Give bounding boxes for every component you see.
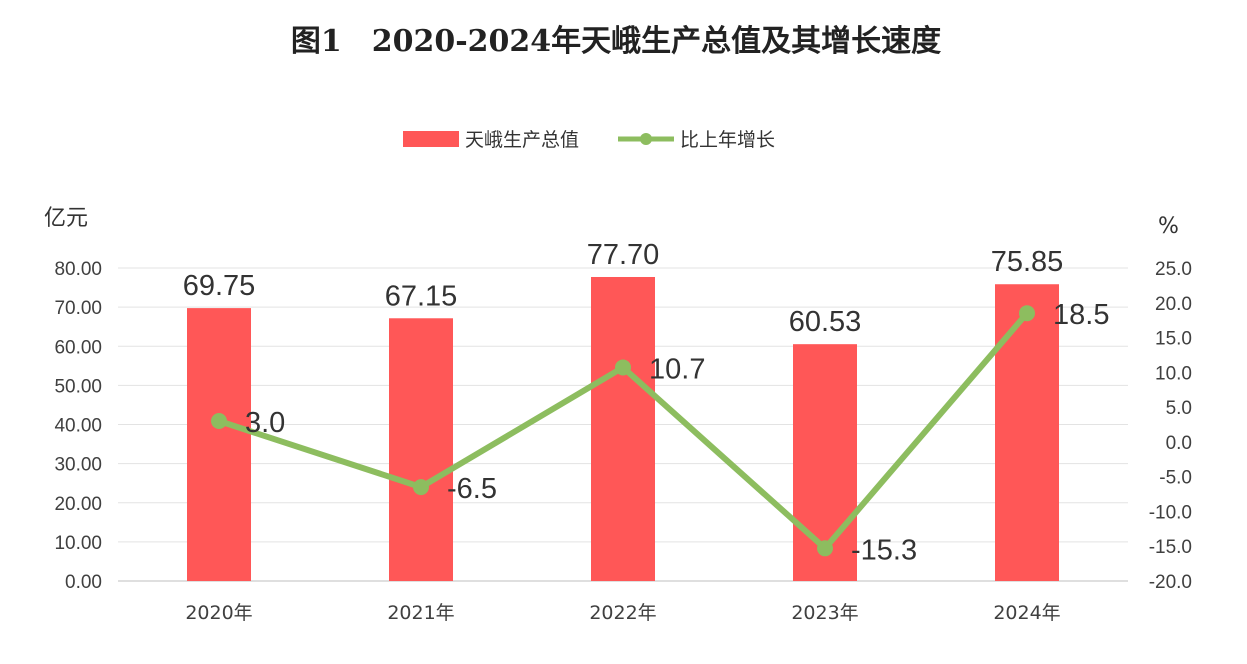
growth-point <box>615 359 631 376</box>
left-axis-tick-label: 60.00 <box>54 337 102 358</box>
left-axis-tick-label: 40.00 <box>54 416 102 437</box>
growth-value-label: -15.3 <box>851 534 917 566</box>
right-axis-unit: % <box>1158 214 1179 239</box>
bar-value-label: 60.53 <box>789 306 862 338</box>
bar-value-label: 67.15 <box>385 280 458 312</box>
right-axis-tick-label: -15.0 <box>1149 537 1192 558</box>
right-axis-tick-label: 0.0 <box>1166 433 1192 454</box>
legend-label-line: 比上年增长 <box>680 129 775 151</box>
left-axis-ticks: 0.00 10.00 20.00 30.00 40.00 50.00 60.00 70.00 8… <box>54 259 102 593</box>
x-axis-tick-label: 2024年 <box>993 602 1060 624</box>
growth-value-label: 18.5 <box>1053 299 1109 331</box>
growth-value-label: 3.0 <box>245 407 285 439</box>
x-axis-tick-label: 2022年 <box>589 602 656 624</box>
chart-title: 图1 2020-2024年天峨生产总值及其增长速度 <box>291 24 941 59</box>
legend-swatch-bar <box>403 131 459 147</box>
bar-value-label: 75.85 <box>991 246 1064 278</box>
x-axis-tick-label: 2021年 <box>387 602 454 624</box>
left-axis-tick-label: 0.00 <box>65 572 102 593</box>
growth-point <box>1019 305 1035 322</box>
growth-point <box>211 413 227 430</box>
right-axis-tick-label: -20.0 <box>1149 572 1192 593</box>
legend: 天峨生产总值 比上年增长 <box>403 129 775 151</box>
bar-value-labels: 69.75 67.15 77.70 60.53 75.85 <box>183 239 1064 338</box>
x-axis-tick-label: 2020年 <box>185 602 252 624</box>
right-axis-tick-label: 25.0 <box>1155 259 1192 280</box>
growth-value-label: -6.5 <box>447 473 497 505</box>
growth-point <box>817 540 833 557</box>
right-axis-tick-label: 20.0 <box>1155 294 1192 315</box>
bar <box>591 276 655 581</box>
growth-value-label: 10.7 <box>649 353 705 385</box>
left-axis-tick-label: 70.00 <box>54 298 102 319</box>
left-axis-tick-label: 10.00 <box>54 533 102 554</box>
line-series <box>211 305 1035 557</box>
bar <box>389 318 453 581</box>
bar <box>995 284 1059 581</box>
left-axis-tick-label: 30.00 <box>54 455 102 476</box>
growth-point <box>413 479 429 496</box>
right-axis-tick-label: 15.0 <box>1155 329 1192 350</box>
right-axis-ticks: -20.0 -15.0 -10.0 -5.0 0.0 5.0 10.0 15.0 20.0 25.… <box>1149 259 1192 593</box>
left-axis-unit: 亿元 <box>44 206 88 231</box>
right-axis-tick-label: -10.0 <box>1149 502 1192 523</box>
right-axis-tick-label: -5.0 <box>1159 468 1192 489</box>
left-axis-tick-label: 80.00 <box>54 259 102 280</box>
x-axis-tick-label: 2023年 <box>791 602 858 624</box>
legend-marker-line <box>640 133 652 145</box>
bar-series <box>187 276 1059 581</box>
line-value-labels: 3.0 -6.5 10.7 -15.3 18.5 <box>245 299 1109 566</box>
bar-value-label: 69.75 <box>183 270 256 302</box>
bar-value-label: 77.70 <box>587 239 660 271</box>
right-axis-tick-label: 10.0 <box>1155 363 1192 384</box>
left-axis-tick-label: 20.00 <box>54 494 102 515</box>
left-axis-tick-label: 50.00 <box>54 376 102 397</box>
x-axis-ticks: 2020年 2021年 2022年 2023年 2024年 <box>185 602 1060 624</box>
bar <box>187 308 251 581</box>
legend-label-bar: 天峨生产总值 <box>465 129 579 151</box>
right-axis-tick-label: 5.0 <box>1166 398 1192 419</box>
